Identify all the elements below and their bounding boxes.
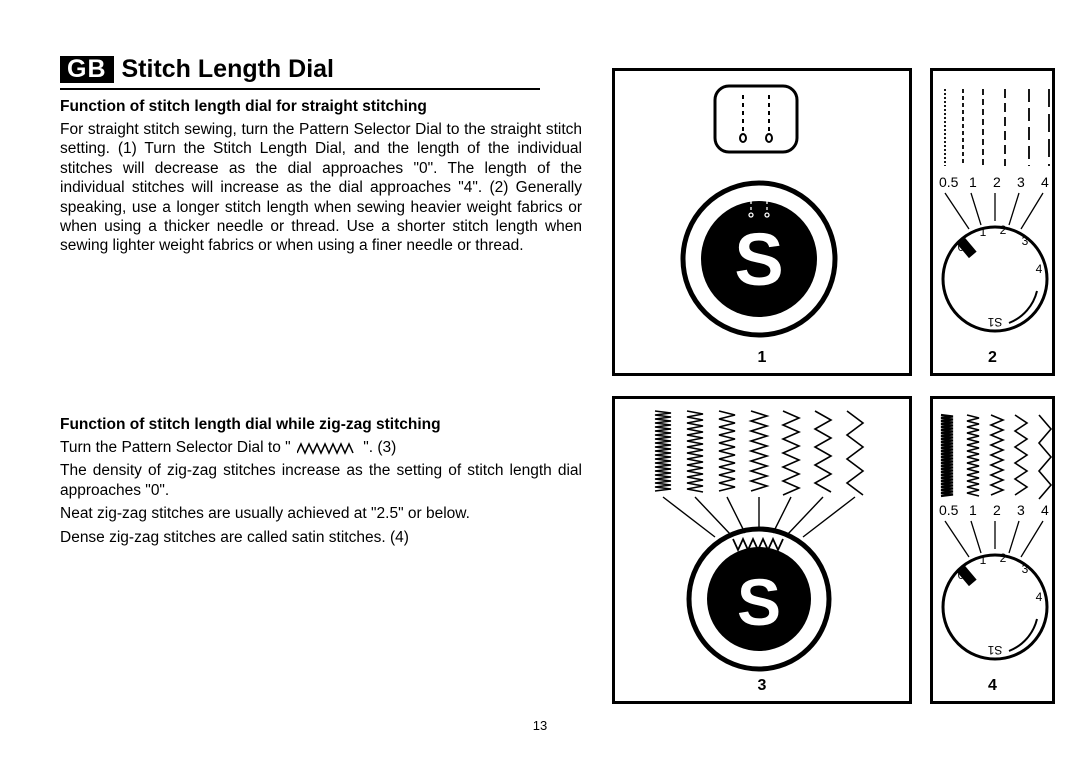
figure-3-svg: S <box>615 399 915 689</box>
zigzag-icon <box>297 441 357 455</box>
section2-line2: The density of zig-zag stitches increase… <box>60 461 582 500</box>
section2-line4: Dense zig-zag stitches are called satin … <box>60 528 582 547</box>
gb-badge: GB <box>60 56 114 83</box>
section1-body: For straight stitch sewing, turn the Pat… <box>60 120 582 256</box>
svg-text:1: 1 <box>969 174 977 190</box>
svg-text:2: 2 <box>1000 223 1007 237</box>
svg-text:4: 4 <box>1041 174 1049 190</box>
figure-1-svg: S <box>615 71 915 361</box>
svg-text:S: S <box>734 218 783 301</box>
svg-text:0: 0 <box>958 568 965 582</box>
section2-line3: Neat zig-zag stitches are usually achiev… <box>60 504 582 523</box>
figure-3-label: 3 <box>615 677 909 695</box>
figure-4-svg: 0.5 1 2 3 4 0 1 2 3 4 S1 <box>933 399 1058 689</box>
svg-text:S1: S1 <box>987 643 1002 657</box>
section2-heading: Function of stitch length dial while zig… <box>60 416 582 434</box>
section2-line1: Turn the Pattern Selector Dial to " ". (… <box>60 438 582 457</box>
svg-text:2: 2 <box>993 502 1001 518</box>
page-number: 13 <box>0 718 1080 733</box>
svg-text:S1: S1 <box>987 315 1002 329</box>
figure-2-label: 2 <box>933 349 1052 367</box>
svg-text:3: 3 <box>1022 234 1029 248</box>
figure-2-svg: 0.5 1 2 3 4 0 1 2 3 4 S1 <box>933 71 1058 361</box>
section-zigzag: Function of stitch length dial while zig… <box>60 416 582 551</box>
section1-heading: Function of stitch length dial for strai… <box>60 98 582 116</box>
figure-4-label: 4 <box>933 677 1052 695</box>
svg-text:1: 1 <box>980 553 987 567</box>
svg-text:1: 1 <box>980 225 987 239</box>
svg-text:4: 4 <box>1036 590 1043 604</box>
figure-3: S 3 <box>612 396 912 704</box>
svg-text:1: 1 <box>969 502 977 518</box>
svg-text:4: 4 <box>1041 502 1049 518</box>
svg-text:0.5: 0.5 <box>939 502 959 518</box>
section2-line1a: Turn the Pattern Selector Dial to " <box>60 439 295 456</box>
title-row: GB Stitch Length Dial <box>60 55 334 84</box>
svg-text:S: S <box>737 565 781 639</box>
svg-text:0: 0 <box>958 240 965 254</box>
svg-text:3: 3 <box>1017 502 1025 518</box>
figure-1: S 1 <box>612 68 912 376</box>
svg-text:3: 3 <box>1017 174 1025 190</box>
figure-1-label: 1 <box>615 349 909 367</box>
svg-text:3: 3 <box>1022 562 1029 576</box>
section2-line1b: ". (3) <box>359 439 396 456</box>
svg-text:4: 4 <box>1036 262 1043 276</box>
figure-4: 0.5 1 2 3 4 0 1 2 3 4 S1 <box>930 396 1055 704</box>
figure-2: 0.5 1 2 3 4 0 1 2 3 4 S1 <box>930 68 1055 376</box>
page-title: Stitch Length Dial <box>122 55 335 84</box>
title-rule <box>60 88 540 90</box>
svg-text:0.5: 0.5 <box>939 174 959 190</box>
svg-text:2: 2 <box>993 174 1001 190</box>
svg-text:2: 2 <box>1000 551 1007 565</box>
section-straight: Function of stitch length dial for strai… <box>60 98 582 256</box>
